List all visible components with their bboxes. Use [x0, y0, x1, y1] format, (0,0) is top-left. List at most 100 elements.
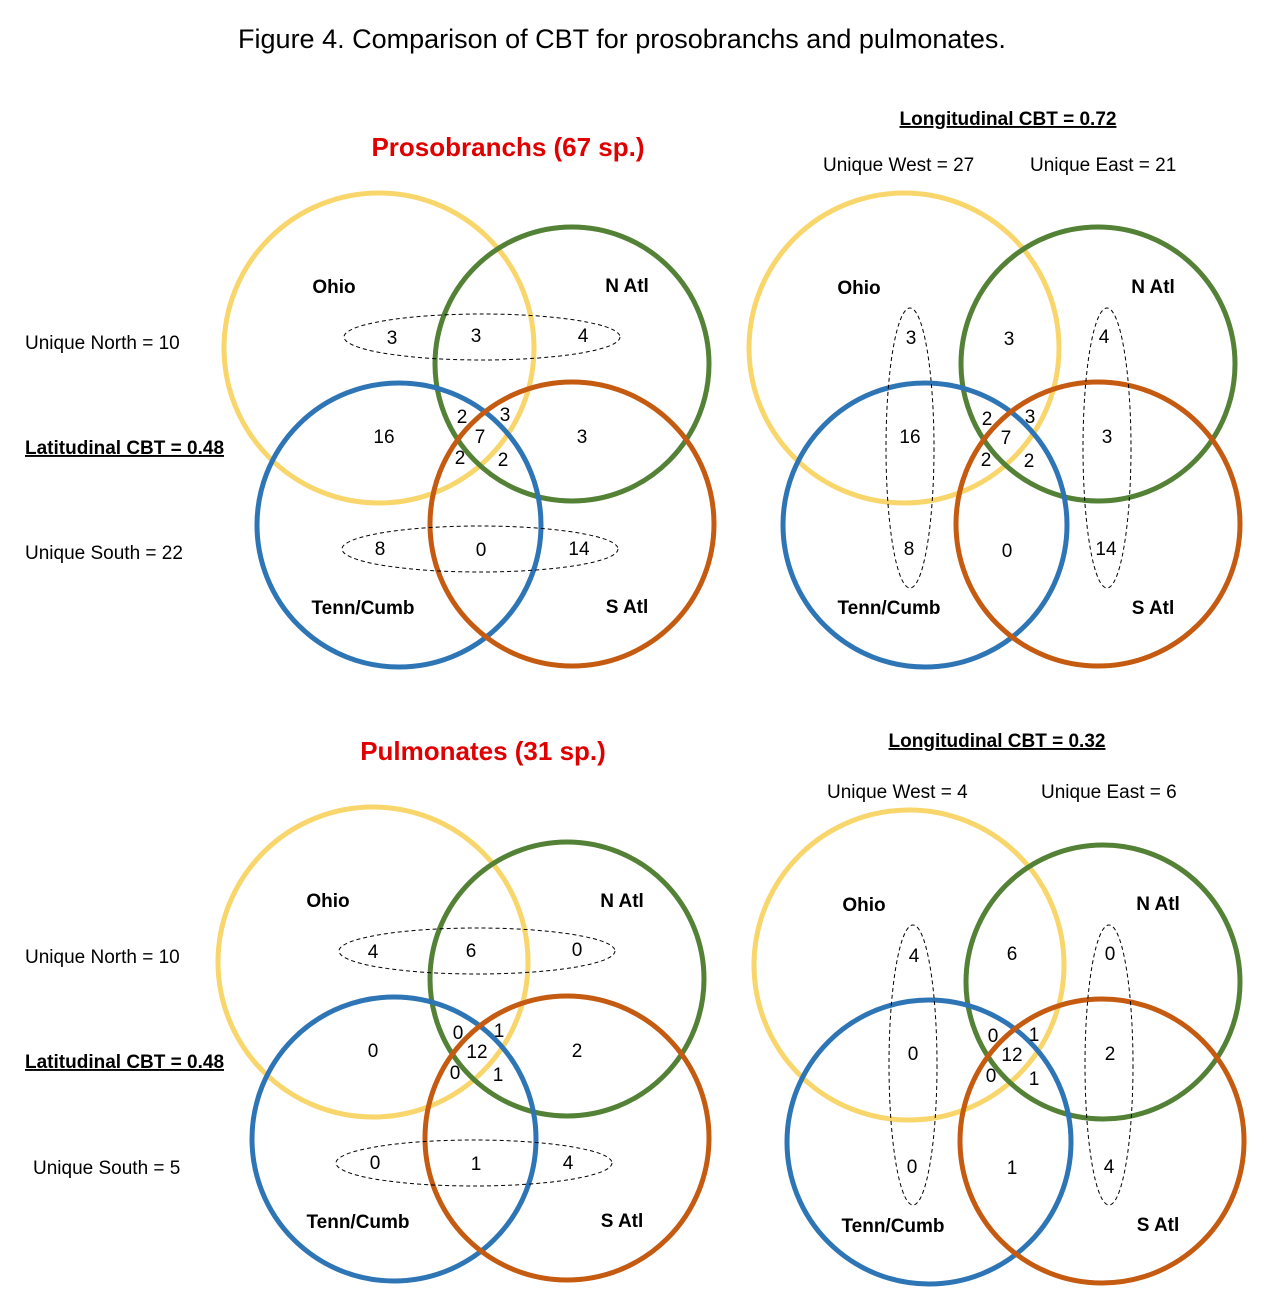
s-atl-label: S Atl [1132, 598, 1175, 619]
count-ohio-tenn: 0 [368, 1041, 379, 1062]
count-satl-only: 4 [1104, 1157, 1115, 1178]
pro-unique-north: Unique North = 10 [25, 333, 180, 354]
count-all-four: 12 [466, 1042, 487, 1063]
count-ohio-natl: 6 [1007, 944, 1018, 965]
tenn-cumb-label: Tenn/Cumb [306, 1212, 409, 1233]
tenn-cumb-label: Tenn/Cumb [837, 598, 940, 619]
pro-unique-west: Unique West = 27 [823, 155, 974, 176]
north-dashed-ellipse [338, 927, 616, 975]
s-atl-circle [953, 379, 1243, 669]
s-atl-label: S Atl [601, 1211, 644, 1232]
count-ohio-natl-tenn: 0 [453, 1023, 464, 1044]
count-ohio-natl-satl: 3 [500, 405, 511, 426]
ohio-circle [751, 807, 1067, 1123]
count-natl-tenn-satl: 2 [498, 450, 509, 471]
count-ohio-only: 3 [906, 328, 917, 349]
pro-longitudinal-cbt: Longitudinal CBT = 0.72 [900, 109, 1117, 130]
pulmonates-latitudinal-venn: Pulmonates (31 sp.) Unique North = 10 La… [25, 736, 712, 1284]
count-natl-only: 4 [578, 326, 589, 347]
count-natl-satl: 3 [1102, 427, 1113, 448]
count-all-four: 12 [1001, 1045, 1022, 1066]
south-dashed-ellipse [335, 1139, 613, 1187]
count-natl-tenn-satl: 2 [1024, 451, 1035, 472]
pro-unique-south: Unique South = 22 [25, 543, 183, 564]
n-atl-label: N Atl [1131, 277, 1175, 298]
count-ohio-only: 4 [368, 942, 379, 963]
s-atl-circle [422, 993, 712, 1283]
n-atl-circle [427, 839, 707, 1119]
count-ohio-tenn: 0 [908, 1044, 919, 1065]
count-ohio-tenn-satl: 0 [986, 1066, 997, 1087]
figure-title: Figure 4. Comparison of CBT for prosobra… [238, 24, 1006, 54]
count-ohio-tenn-satl: 2 [981, 450, 992, 471]
s-atl-circle [427, 379, 717, 669]
pul-unique-west: Unique West = 4 [827, 782, 968, 803]
count-ohio-natl-tenn: 0 [988, 1026, 999, 1047]
count-ohio-tenn: 16 [373, 427, 394, 448]
n-atl-label: N Atl [1136, 894, 1180, 915]
pulmonates-longitudinal-venn: Longitudinal CBT = 0.32 Unique West = 4 … [751, 731, 1247, 1287]
pul-unique-south: Unique South = 5 [33, 1158, 180, 1179]
pulmonates-heading: Pulmonates (31 sp.) [360, 736, 606, 766]
count-ohio-natl: 3 [471, 326, 482, 347]
count-ohio-natl: 6 [466, 941, 477, 962]
east-dashed-ellipse [1084, 924, 1134, 1206]
count-tenn-satl: 0 [1002, 541, 1013, 562]
south-dashed-ellipse [341, 525, 619, 573]
count-ohio-only: 3 [387, 328, 398, 349]
n-atl-circle [963, 842, 1243, 1122]
count-natl-satl: 2 [1105, 1044, 1116, 1065]
count-natl-tenn-satl: 1 [1029, 1069, 1040, 1090]
count-natl-tenn-satl: 1 [493, 1065, 504, 1086]
ohio-circle [215, 804, 531, 1120]
east-dashed-ellipse [1082, 307, 1132, 589]
count-tenn-only: 0 [907, 1157, 918, 1178]
prosobranchs-latitudinal-venn: Prosobranchs (67 sp.) Unique North = 10 … [25, 132, 717, 670]
count-natl-only: 4 [1099, 327, 1110, 348]
count-ohio-tenn-satl: 2 [455, 448, 466, 469]
count-tenn-only: 8 [904, 539, 915, 560]
ohio-label: Ohio [842, 895, 885, 916]
count-tenn-only: 8 [375, 539, 386, 560]
count-tenn-satl: 0 [476, 540, 487, 561]
n-atl-label: N Atl [605, 276, 649, 297]
count-ohio-natl-tenn: 2 [457, 407, 468, 428]
count-natl-satl: 3 [577, 427, 588, 448]
west-dashed-ellipse [885, 307, 935, 589]
count-ohio-natl-tenn: 2 [982, 409, 993, 430]
n-atl-label: N Atl [600, 891, 644, 912]
pul-unique-north: Unique North = 10 [25, 947, 180, 968]
tenn-cumb-circle [780, 380, 1070, 670]
tenn-cumb-circle [784, 997, 1074, 1287]
s-atl-label: S Atl [1137, 1215, 1180, 1236]
count-tenn-satl: 1 [1007, 1158, 1018, 1179]
west-dashed-ellipse [888, 924, 938, 1206]
tenn-cumb-label: Tenn/Cumb [841, 1216, 944, 1237]
pul-unique-east: Unique East = 6 [1041, 782, 1177, 803]
ohio-label: Ohio [837, 278, 880, 299]
pul-latitudinal-cbt: Latitudinal CBT = 0.48 [25, 1052, 224, 1073]
count-ohio-only: 4 [909, 946, 920, 967]
count-tenn-satl: 1 [471, 1154, 482, 1175]
count-satl-only: 14 [1095, 539, 1117, 560]
north-dashed-ellipse [343, 313, 621, 361]
prosobranchs-heading: Prosobranchs (67 sp.) [371, 132, 644, 162]
tenn-cumb-circle [254, 380, 544, 670]
pul-longitudinal-cbt: Longitudinal CBT = 0.32 [889, 731, 1106, 752]
count-ohio-tenn-satl: 0 [450, 1063, 461, 1084]
ohio-circle [746, 190, 1062, 506]
pro-latitudinal-cbt: Latitudinal CBT = 0.48 [25, 438, 224, 459]
pro-unique-east: Unique East = 21 [1030, 155, 1176, 176]
tenn-cumb-circle [249, 994, 539, 1284]
ohio-label: Ohio [312, 277, 355, 298]
count-ohio-tenn: 16 [899, 427, 920, 448]
count-ohio-natl-satl: 3 [1025, 407, 1036, 428]
s-atl-label: S Atl [606, 597, 649, 618]
prosobranchs-longitudinal-venn: Longitudinal CBT = 0.72 Unique West = 27… [746, 109, 1243, 670]
count-satl-only: 14 [568, 539, 590, 560]
count-natl-only: 0 [572, 940, 583, 961]
ohio-circle [221, 190, 537, 506]
count-satl-only: 4 [563, 1153, 574, 1174]
count-all-four: 7 [1001, 428, 1012, 449]
